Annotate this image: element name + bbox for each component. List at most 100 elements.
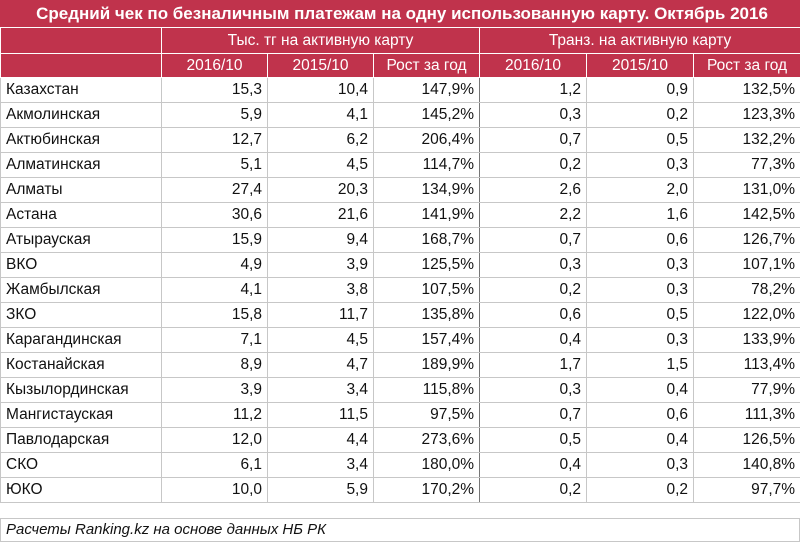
trans-2016-cell: 0,2 [479,152,588,178]
trans-growth-cell: 132,5% [693,77,800,103]
amount-2016-cell: 15,8 [161,302,268,328]
trans-growth-cell: 142,5% [693,202,800,228]
amount-growth-cell: 107,5% [372,277,481,303]
trans-2016-cell: 0,5 [479,427,588,453]
amount-2016-cell: 6,1 [161,452,268,478]
amount-2016-cell: 5,9 [161,102,268,128]
amount-2016-cell: 4,1 [161,277,268,303]
trans-growth-cell: 133,9% [693,327,800,353]
region-name: Алматинская [0,152,162,178]
amount-2016-cell: 12,0 [161,427,268,453]
trans-growth-cell: 107,1% [693,252,800,278]
subheader-amount-2015: 2015/10 [267,53,374,78]
amount-2015-cell: 5,9 [267,477,374,503]
trans-2016-cell: 0,4 [479,327,588,353]
trans-2016-cell: 0,3 [479,377,588,403]
region-name: Жамбылская [0,277,162,303]
region-name: Павлодарская [0,427,162,453]
trans-growth-cell: 122,0% [693,302,800,328]
region-name: Костанайская [0,352,162,378]
subheader-amount-2016: 2016/10 [161,53,268,78]
amount-2015-cell: 3,4 [267,452,374,478]
table-header: Тыс. тг на активную карту Транз. на акти… [0,27,800,78]
amount-2015-cell: 3,4 [267,377,374,403]
table-row: Павлодарская 12,0 4,4 273,6% 0,5 0,4 126,5% [0,427,800,453]
region-name: Мангистауская [0,402,162,428]
data-table: Тыс. тг на активную карту Транз. на акти… [0,27,800,503]
table-row: СКО 6,1 3,4 180,0% 0,4 0,3 140,8% [0,452,800,478]
trans-2016-cell: 0,4 [479,452,588,478]
amount-growth-cell: 206,4% [372,127,481,153]
trans-growth-cell: 77,3% [693,152,800,178]
subheader-trans-2016: 2016/10 [479,53,588,78]
region-name: Атырауская [0,227,162,253]
region-name: Астана [0,202,162,228]
trans-growth-cell: 123,3% [693,102,800,128]
group-header-amount: Тыс. тг на активную карту [160,27,481,54]
trans-2016-cell: 1,7 [479,352,588,378]
trans-2015-cell: 0,9 [586,77,695,103]
amount-2015-cell: 4,5 [267,327,374,353]
trans-growth-cell: 77,9% [693,377,800,403]
trans-2015-cell: 0,6 [586,227,695,253]
amount-growth-cell: 135,8% [372,302,481,328]
amount-growth-cell: 145,2% [372,102,481,128]
amount-growth-cell: 125,5% [372,252,481,278]
amount-2015-cell: 21,6 [267,202,374,228]
amount-growth-cell: 147,9% [372,77,481,103]
table-body: Казахстан 15,3 10,4 147,9% 1,2 0,9 132,5% Акмол… [0,77,800,503]
region-name: Карагандинская [0,327,162,353]
table-row: ВКО 4,9 3,9 125,5% 0,3 0,3 107,1% [0,252,800,278]
region-name: Актюбинская [0,127,162,153]
amount-2015-cell: 20,3 [267,177,374,203]
table-row: Актюбинская 12,7 6,2 206,4% 0,7 0,5 132,2% [0,127,800,153]
trans-2016-cell: 0,7 [479,127,588,153]
table-row: Атырауская 15,9 9,4 168,7% 0,7 0,6 126,7% [0,227,800,253]
amount-2016-cell: 15,9 [161,227,268,253]
amount-growth-cell: 180,0% [372,452,481,478]
amount-growth-cell: 168,7% [372,227,481,253]
region-name: СКО [0,452,162,478]
table-row: Алматы 27,4 20,3 134,9% 2,6 2,0 131,0% [0,177,800,203]
table-row: Кызылординская 3,9 3,4 115,8% 0,3 0,4 77,9% [0,377,800,403]
region-name: Кызылординская [0,377,162,403]
trans-2015-cell: 0,3 [586,252,695,278]
amount-2016-cell: 15,3 [161,77,268,103]
amount-2015-cell: 3,8 [267,277,374,303]
trans-2016-cell: 1,2 [479,77,588,103]
amount-2015-cell: 4,7 [267,352,374,378]
region-name: Алматы [0,177,162,203]
amount-2015-cell: 4,5 [267,152,374,178]
amount-2015-cell: 11,5 [267,402,374,428]
amount-2015-cell: 4,1 [267,102,374,128]
amount-growth-cell: 157,4% [372,327,481,353]
region-name: Акмолинская [0,102,162,128]
region-name: Казахстан [0,77,162,103]
table-row: Астана 30,6 21,6 141,9% 2,2 1,6 142,5% [0,202,800,228]
amount-2016-cell: 12,7 [161,127,268,153]
header-corner-lower [0,53,162,78]
amount-2016-cell: 11,2 [161,402,268,428]
amount-2015-cell: 10,4 [267,77,374,103]
subheader-trans-2015: 2015/10 [586,53,695,78]
amount-growth-cell: 114,7% [372,152,481,178]
trans-growth-cell: 131,0% [693,177,800,203]
table-row: Карагандинская 7,1 4,5 157,4% 0,4 0,3 133,9% [0,327,800,353]
trans-2015-cell: 0,2 [586,477,695,503]
table-row: Жамбылская 4,1 3,8 107,5% 0,2 0,3 78,2% [0,277,800,303]
amount-growth-cell: 134,9% [372,177,481,203]
source-note: Расчеты Ranking.kz на основе данных НБ Р… [0,518,800,542]
trans-growth-cell: 126,7% [693,227,800,253]
trans-2016-cell: 0,7 [479,227,588,253]
trans-2015-cell: 0,4 [586,427,695,453]
amount-growth-cell: 115,8% [372,377,481,403]
amount-growth-cell: 273,6% [372,427,481,453]
amount-2016-cell: 30,6 [161,202,268,228]
trans-2015-cell: 1,6 [586,202,695,228]
region-name: ЮКО [0,477,162,503]
trans-2016-cell: 0,2 [479,477,588,503]
subheader-amount-growth: Рост за год [372,53,481,78]
group-header-transactions: Транз. на активную карту [479,27,800,54]
trans-2015-cell: 0,3 [586,452,695,478]
amount-2015-cell: 6,2 [267,127,374,153]
